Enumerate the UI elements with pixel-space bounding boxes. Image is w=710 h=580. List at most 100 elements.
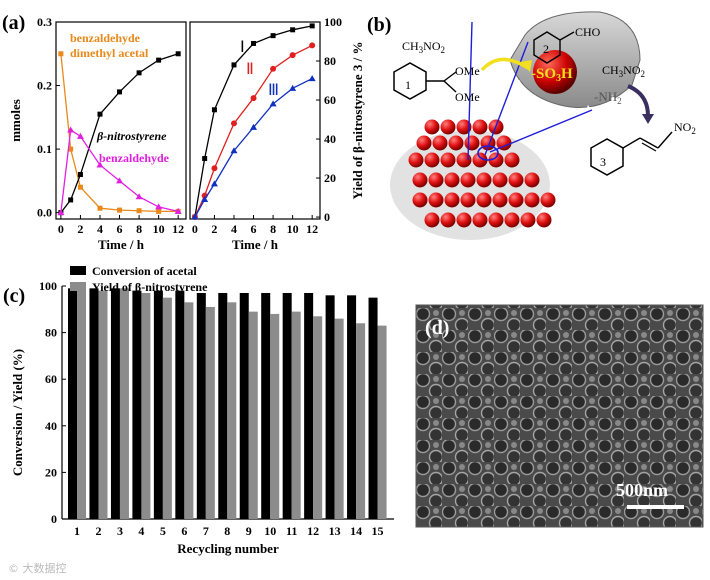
data-point <box>68 146 74 152</box>
data-point <box>76 132 84 139</box>
chart-a-left: 0.0 0.1 0.2 0.3 0 2 4 6 8 10 12 Time / h mmoles benza… <box>8 15 187 252</box>
data-point <box>97 205 103 211</box>
label-compound-3: 3 <box>600 155 606 169</box>
legend-label: Yield of β-nitrostyrene <box>92 280 208 294</box>
data-point <box>117 89 123 95</box>
bar-conversion <box>110 288 120 519</box>
bar-yield <box>356 323 366 519</box>
y-axis-title: Yield of β-nitrostyrene 3 / % <box>350 42 365 200</box>
legend-swatch <box>70 266 86 275</box>
bar-conversion <box>175 290 185 519</box>
nanoparticle-ball <box>456 152 472 168</box>
x-axis-title: Recycling number <box>177 541 279 556</box>
bar-conversion <box>132 290 142 519</box>
nanoparticle-ball <box>472 212 488 228</box>
series-label: Ⅲ <box>268 82 279 99</box>
y-tick-label: 100 <box>324 15 342 29</box>
plot-frame <box>189 21 321 220</box>
x-tick-label: 10 <box>153 222 165 236</box>
data-point <box>202 156 208 162</box>
data-point <box>175 51 181 57</box>
nanoparticle-ball <box>444 172 460 188</box>
nanoparticle-ball <box>504 152 520 168</box>
panel-label-c: (c) <box>3 285 25 307</box>
watermark: © 大数据控 <box>8 562 67 575</box>
nanoparticle-ball <box>424 212 440 228</box>
bar-conversion <box>325 295 335 519</box>
annotation-acetal-line2: dimethyl acetal <box>70 46 149 60</box>
bar-yield <box>270 313 280 519</box>
nanoparticle-ball <box>464 135 480 151</box>
data-point <box>309 42 316 49</box>
bar-conversion <box>68 288 78 519</box>
series-line <box>194 44 313 218</box>
x-axis-title: Time / h <box>232 237 279 252</box>
x-tick-label: 6 <box>181 524 187 538</box>
data-point <box>250 95 257 102</box>
data-point <box>68 197 74 203</box>
nanoparticle-ball <box>448 135 464 151</box>
mesoporous-nanoparticle-stack <box>390 119 556 240</box>
x-tick-label: 4 <box>97 222 103 236</box>
nanoparticle-ball <box>408 152 424 168</box>
label-cho: CHO <box>575 25 601 39</box>
bar-conversion <box>261 292 271 519</box>
series-line <box>194 77 313 218</box>
bar-yield <box>377 325 387 519</box>
series-label: Ⅰ <box>240 39 245 56</box>
bar-yield <box>248 311 258 519</box>
x-tick-label: 9 <box>246 524 252 538</box>
y-tick-label: 40 <box>324 132 336 146</box>
bar-conversion <box>239 292 249 519</box>
nanoparticle-ball <box>432 135 448 151</box>
data-point <box>270 33 276 39</box>
x-tick-label: 8 <box>136 222 142 236</box>
bar-yield <box>291 311 301 519</box>
bar-yield <box>162 297 172 519</box>
x-tick-label: 0 <box>58 222 64 236</box>
panel-label-b: (b) <box>367 14 391 36</box>
nanoparticle-ball <box>520 212 536 228</box>
plot-frame <box>55 21 187 220</box>
y-axis-title: mmoles <box>8 99 23 142</box>
nanoparticle-ball <box>456 119 472 135</box>
x-tick-label: 3 <box>117 524 123 538</box>
bar-yield <box>334 318 344 519</box>
data-point <box>270 65 277 72</box>
nanoparticle-ball <box>508 172 524 188</box>
y-tick-label: 20 <box>324 171 336 185</box>
nanoparticle-ball <box>440 212 456 228</box>
series-line <box>60 53 179 213</box>
nanoparticle-ball <box>412 192 428 208</box>
x-tick-label: 6 <box>251 222 257 236</box>
nanoparticle-ball <box>488 212 504 228</box>
nanoparticle-ball <box>428 192 444 208</box>
data-point <box>210 180 218 187</box>
series-line <box>194 25 313 218</box>
bar-conversion <box>347 295 357 519</box>
x-tick-label: 13 <box>329 524 341 538</box>
data-point <box>211 165 218 172</box>
nanoparticle-ball <box>540 192 556 208</box>
nanoparticle-ball <box>492 192 508 208</box>
data-point <box>250 123 258 130</box>
bar-conversion <box>89 288 99 519</box>
scale-bar <box>627 505 684 509</box>
data-point <box>135 193 143 200</box>
y-tick-label: 0.0 <box>37 206 52 220</box>
nanoparticle-ball <box>440 152 456 168</box>
scheme-b: (b) 1 OMe OMe CH3NO2 <box>367 11 696 240</box>
x-tick-label: 14 <box>350 524 362 538</box>
nanoparticle-ball <box>524 172 540 188</box>
nanoparticle-ball <box>412 172 428 188</box>
y-tick-label: 60 <box>45 372 57 386</box>
data-point <box>201 195 209 202</box>
y-tick-label: 80 <box>45 326 57 340</box>
data-point <box>77 172 83 178</box>
x-tick-label: 6 <box>117 222 123 236</box>
bar-yield <box>119 288 129 519</box>
nanoparticle-ball <box>496 135 512 151</box>
legend-label: Conversion of acetal <box>92 264 197 278</box>
